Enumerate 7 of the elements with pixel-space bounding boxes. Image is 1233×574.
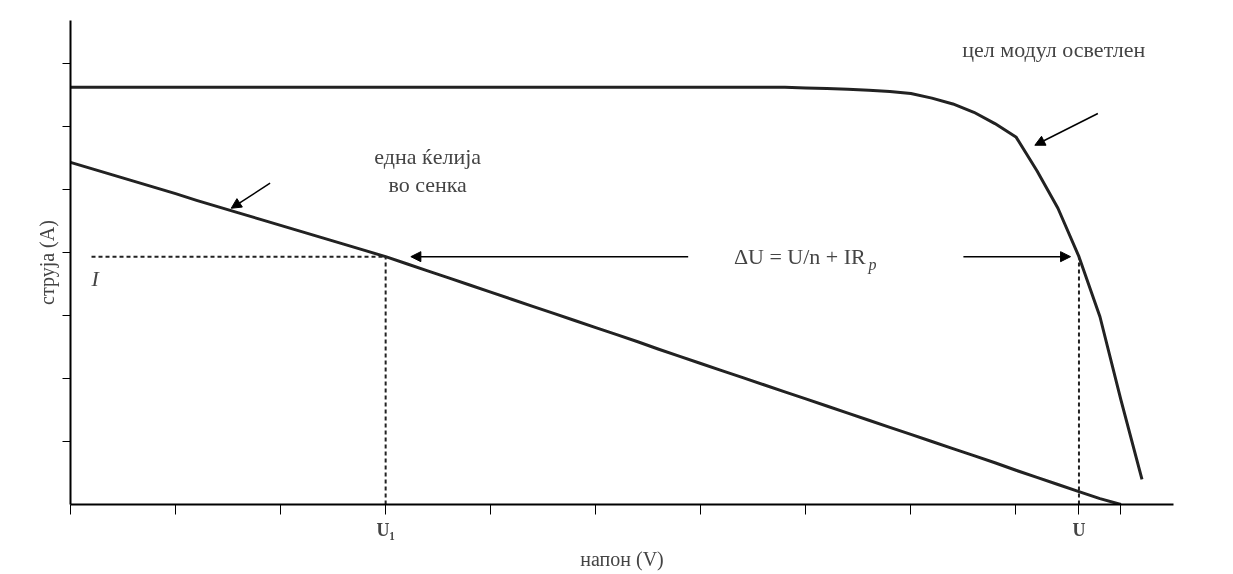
ref-line-label: I [90, 265, 101, 291]
x-tick-label: U₁ [376, 519, 395, 540]
text: цел модул осветлен [962, 37, 1146, 63]
y-axis-title: струја (A) [35, 220, 59, 305]
x-axis-title: напон (V) [580, 547, 664, 571]
annotation: една ќелија во сенка [374, 144, 482, 198]
x-tick-label: U [1072, 519, 1086, 540]
